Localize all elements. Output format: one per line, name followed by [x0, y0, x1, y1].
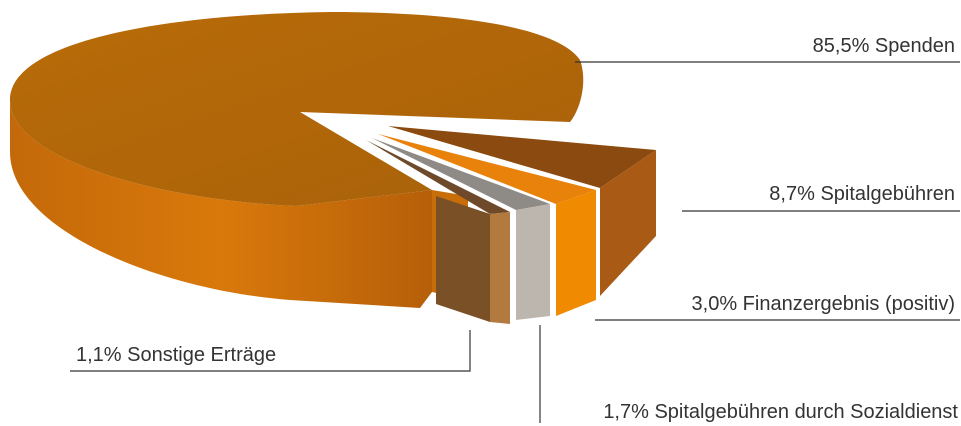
label-finanzergebnis: 3,0% Finanzergebnis (positiv) [692, 293, 955, 315]
slice-sozialdienst-side [516, 204, 550, 320]
slice-sonstige-face [436, 196, 490, 322]
slice-finanzergebnis-top [378, 134, 596, 204]
slice-sonstige-top [366, 140, 510, 214]
label-spitalgebuehren: 8,7% Spitalgebühren [769, 183, 955, 205]
label-sonstige: 1,1% Sonstige Erträge [76, 344, 276, 366]
slice-sonstige-side [490, 212, 510, 324]
label-spenden: 85,5% Spenden [813, 35, 955, 57]
slice-spitalgebuehren-top [388, 126, 656, 188]
slice-sozialdienst-top [372, 138, 550, 210]
slice-spenden-top [10, 12, 584, 206]
label-sozialdienst: 1,7% Spitalgebühren durch Sozialdienst [603, 401, 958, 423]
leader-sonstige [70, 330, 471, 372]
slice-spitalgebuehren-side [600, 150, 656, 296]
slice-spenden-side [10, 100, 432, 308]
slice-finanzergebnis-side [556, 190, 596, 316]
